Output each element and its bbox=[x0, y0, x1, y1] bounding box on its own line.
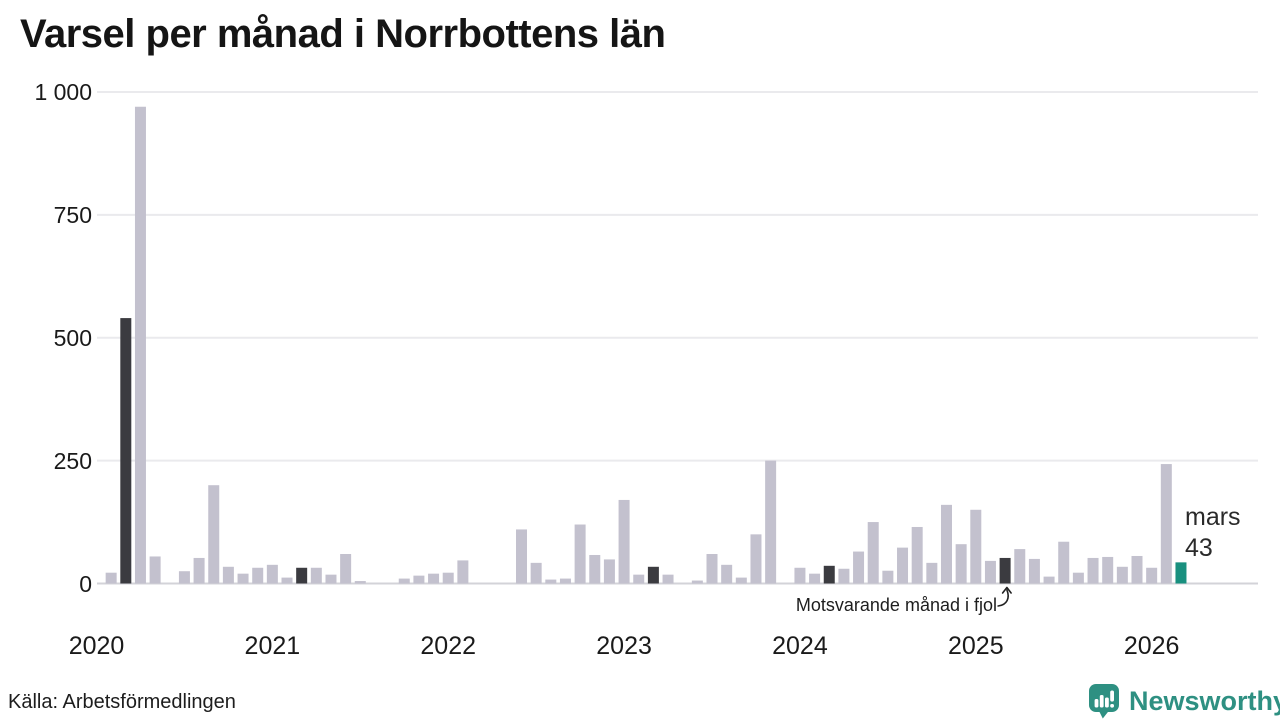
bar-2024-12 bbox=[955, 544, 967, 584]
y-axis-label-1000: 1 000 bbox=[34, 79, 92, 105]
bar-2021-12 bbox=[428, 573, 440, 584]
x-axis-label-2023: 2023 bbox=[596, 632, 652, 660]
bar-2025-10 bbox=[1102, 556, 1114, 584]
bar-2022-12 bbox=[603, 559, 615, 584]
bar-2020-09 bbox=[208, 485, 220, 584]
bar-2023-07 bbox=[706, 554, 718, 584]
x-axis-label-2021: 2021 bbox=[244, 632, 301, 660]
bar-2020-11 bbox=[237, 573, 249, 584]
bar-2025-07 bbox=[1058, 541, 1070, 584]
bar-2021-03 bbox=[296, 567, 308, 584]
bar-2021-07 bbox=[354, 581, 366, 584]
bar-2021-02 bbox=[281, 577, 293, 584]
bar-2022-07 bbox=[530, 562, 542, 584]
bar-2024-10 bbox=[926, 562, 938, 584]
bar-2024-02 bbox=[809, 573, 821, 584]
bar-2025-09 bbox=[1087, 557, 1099, 584]
bar-2024-03 bbox=[823, 565, 835, 584]
y-axis-label-500: 500 bbox=[53, 324, 92, 351]
bar-2023-10 bbox=[750, 534, 762, 584]
bar-2023-08 bbox=[721, 564, 733, 584]
bar-2020-12 bbox=[252, 567, 264, 584]
bar-2024-11 bbox=[940, 504, 952, 584]
bar-2022-01 bbox=[442, 572, 454, 584]
newsworthy-logo: Newsworthy bbox=[1086, 682, 1280, 720]
bar-2024-09 bbox=[911, 526, 923, 584]
bar-2023-11 bbox=[765, 460, 777, 584]
y-axis-label-0: 0 bbox=[79, 570, 92, 597]
highlight-label: mars 43 bbox=[1185, 502, 1241, 564]
bar-2024-06 bbox=[867, 522, 879, 584]
bar-2021-10 bbox=[398, 578, 410, 584]
bar-2020-08 bbox=[193, 557, 205, 584]
bar-2021-11 bbox=[413, 575, 425, 584]
bar-2020-04 bbox=[134, 106, 146, 584]
bar-2020-10 bbox=[222, 566, 234, 584]
bar-2021-01 bbox=[266, 564, 278, 584]
bar-2024-08 bbox=[897, 547, 909, 584]
bar-2025-11 bbox=[1116, 566, 1128, 584]
bar-2024-05 bbox=[853, 551, 865, 584]
x-axis-label-2026: 2026 bbox=[1123, 632, 1180, 660]
bar-2024-01 bbox=[794, 567, 806, 584]
bar-2021-04 bbox=[310, 567, 322, 584]
bar-2026-03 bbox=[1175, 562, 1187, 584]
x-axis-label-2025: 2025 bbox=[947, 632, 1004, 660]
bar-2023-06 bbox=[691, 580, 703, 584]
bar-2025-03 bbox=[999, 557, 1011, 584]
bar-2020-03 bbox=[120, 318, 132, 584]
chart-title: Varsel per månad i Norrbottens län bbox=[20, 12, 666, 56]
annotation-arrow bbox=[997, 586, 1012, 607]
highlight-month: mars bbox=[1185, 503, 1241, 531]
bar-2022-09 bbox=[559, 578, 571, 584]
source-caption: Källa: Arbetsförmedlingen bbox=[8, 691, 236, 713]
bar-2020-05 bbox=[149, 556, 161, 584]
bar-2022-11 bbox=[589, 554, 601, 584]
bar-2025-08 bbox=[1072, 572, 1084, 584]
x-axis-label-2022: 2022 bbox=[420, 632, 477, 660]
bar-2023-02 bbox=[633, 574, 645, 584]
annotation-prev-year: Motsvarande månad i fjol bbox=[795, 595, 997, 615]
bar-2026-02 bbox=[1160, 464, 1172, 584]
bar-2022-08 bbox=[545, 579, 557, 584]
bar-2025-05 bbox=[1028, 558, 1040, 584]
bar-2020-07 bbox=[178, 571, 190, 584]
bar-2020-02 bbox=[105, 572, 117, 584]
bar-2024-04 bbox=[838, 568, 850, 584]
bar-2025-12 bbox=[1131, 555, 1143, 584]
y-axis-label-250: 250 bbox=[53, 447, 92, 474]
highlight-value: 43 bbox=[1185, 534, 1213, 562]
bar-2021-06 bbox=[340, 554, 352, 584]
bar-2025-01 bbox=[970, 509, 982, 584]
bar-2023-04 bbox=[662, 574, 674, 584]
bar-2024-07 bbox=[882, 570, 894, 584]
bar-2025-06 bbox=[1043, 576, 1055, 584]
bar-2026-01 bbox=[1146, 567, 1158, 584]
x-axis-label-2024: 2024 bbox=[772, 632, 828, 660]
bar-2023-03 bbox=[647, 566, 659, 584]
bar-2023-01 bbox=[618, 499, 630, 584]
bar-2022-02 bbox=[457, 560, 469, 584]
bar-2022-10 bbox=[574, 524, 586, 584]
y-axis-label-750: 750 bbox=[53, 201, 92, 228]
x-axis-label-2020: 2020 bbox=[68, 632, 125, 660]
bar-2021-05 bbox=[325, 574, 337, 584]
bar-2025-02 bbox=[984, 560, 996, 584]
newsworthy-logo-text: Newsworthy bbox=[1129, 686, 1280, 716]
bar-2022-06 bbox=[515, 529, 527, 584]
newsworthy-logo-icon bbox=[1089, 684, 1119, 719]
bar-2025-04 bbox=[1014, 549, 1026, 584]
bar-2023-09 bbox=[735, 577, 747, 584]
